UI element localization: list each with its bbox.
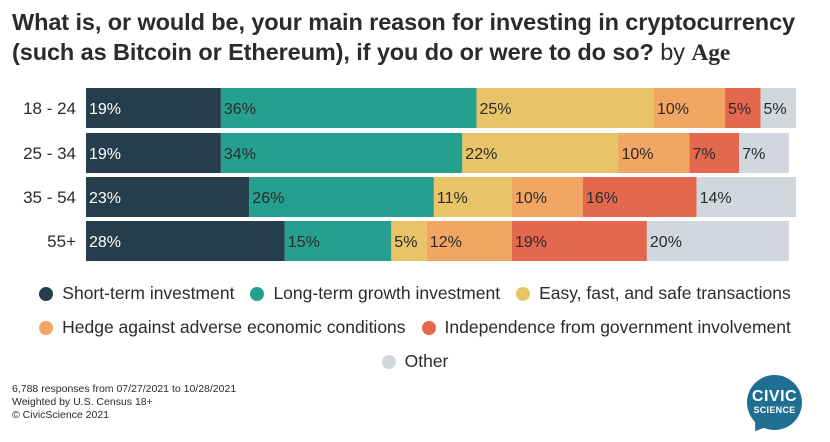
title-by: by — [660, 39, 685, 65]
footnote-copyright: © CivicScience 2021 — [12, 409, 110, 421]
civicscience-logo: CIVIC SCIENCE — [747, 375, 802, 436]
legend-label-long-term: Long-term growth investment — [273, 283, 501, 303]
data-label-0-2: 25% — [480, 101, 512, 118]
footnote: 6,788 responses from 07/27/2021 to 10/28… — [12, 383, 236, 422]
legend-label-short-term: Short-term investment — [62, 283, 235, 303]
bar-segment-1-1 — [220, 133, 463, 173]
bar-segment-3-3 — [426, 221, 512, 261]
data-label-0-0: 19% — [89, 101, 121, 118]
data-label-0-5: 5% — [764, 101, 787, 118]
bar-segment-2-2 — [433, 177, 512, 217]
category-label-1: 25 - 34 — [23, 144, 76, 163]
bar-segment-3-4 — [512, 221, 647, 261]
bar-segment-0-5 — [760, 88, 796, 128]
legend-item-long-term: Long-term growth investment — [250, 283, 500, 304]
logo-speech-tail — [749, 418, 767, 436]
bar-segment-2-4 — [583, 177, 697, 217]
legend-swatch-hedge — [39, 320, 54, 335]
legend-row-2: Hedge against adverse economic condition… — [0, 317, 830, 338]
category-label-2: 35 - 54 — [23, 188, 76, 207]
stacked-bar-chart: 18 - 24 19% 36% 25% 10% 5% 5% 25 - 34 19% 34% 22% 1… — [23, 88, 796, 261]
data-label-3-2: 5% — [394, 234, 417, 251]
data-label-0-1: 36% — [224, 101, 256, 118]
data-label-3-4: 19% — [515, 234, 547, 251]
legend-swatch-independence — [421, 320, 436, 335]
legend-row-3: Other — [0, 351, 830, 372]
legend-item-independence: Independence from government involvement — [421, 317, 791, 338]
data-label-0-4: 5% — [728, 101, 751, 118]
data-label-1-1: 34% — [224, 146, 256, 163]
data-label-1-5: 7% — [742, 146, 765, 163]
bar-segment-1-2 — [462, 133, 619, 173]
bar-segment-1-5 — [739, 133, 789, 173]
chart-title: What is, or would be, your main reason f… — [12, 7, 818, 68]
bar-segment-0-1 — [220, 88, 477, 128]
legend-item-easy-fast-safe: Easy, fast, and safe transactions — [516, 283, 791, 304]
bar-segment-3-5 — [646, 221, 789, 261]
legend-row-1: Short-term investment Long-term growth i… — [0, 283, 830, 304]
legend-swatch-long-term — [250, 286, 265, 301]
category-label-0: 18 - 24 — [23, 99, 76, 118]
legend-label-independence: Independence from government involvement — [444, 317, 791, 337]
legend-label-other: Other — [404, 351, 449, 371]
legend-swatch-short-term — [39, 286, 54, 301]
footnote-responses: 6,788 responses from 07/27/2021 to 10/28… — [12, 383, 237, 395]
footnote-weighting: Weighted by U.S. Census 18+ — [12, 396, 153, 408]
legend-label-hedge: Hedge against adverse economic condition… — [62, 317, 406, 337]
data-label-3-0: 28% — [89, 234, 121, 251]
bar-segment-3-1 — [284, 221, 392, 261]
bar-segment-2-5 — [696, 177, 796, 217]
data-label-3-1: 15% — [288, 234, 320, 251]
legend-label-easy-fast-safe: Easy, fast, and safe transactions — [539, 283, 791, 303]
bar-segment-3-0 — [86, 221, 285, 261]
title-main: What is, or would be, your main reason f… — [12, 9, 796, 65]
bar-segment-1-0 — [86, 133, 221, 173]
data-label-3-5: 20% — [650, 234, 682, 251]
legend-swatch-easy-fast-safe — [516, 286, 531, 301]
legend-item-hedge: Hedge against adverse economic condition… — [39, 317, 406, 338]
bar-segment-2-3 — [512, 177, 583, 217]
bar-segment-0-3 — [654, 88, 725, 128]
logo-text-civic: CIVIC — [751, 388, 798, 405]
data-label-0-3: 10% — [657, 101, 689, 118]
data-label-3-3: 12% — [430, 234, 462, 251]
bar-segment-3-2 — [391, 221, 427, 261]
data-label-1-3: 10% — [622, 146, 654, 163]
logo-text-science: SCIENCE — [753, 405, 796, 415]
bar-segment-1-4 — [689, 133, 740, 173]
data-label-2-2: 11% — [437, 190, 468, 207]
data-label-2-3: 10% — [515, 190, 547, 207]
data-label-2-0: 23% — [89, 190, 121, 207]
bar-segment-2-1 — [249, 177, 434, 217]
bar-segment-0-4 — [725, 88, 761, 128]
legend-item-other: Other — [381, 351, 449, 372]
data-label-2-5: 14% — [700, 190, 732, 207]
legend-swatch-other — [381, 354, 396, 369]
data-label-2-1: 26% — [252, 190, 284, 207]
bar-segment-2-0 — [86, 177, 250, 217]
data-label-1-2: 22% — [465, 146, 497, 163]
bar-segment-0-2 — [476, 88, 654, 128]
data-label-1-4: 7% — [693, 146, 716, 163]
bar-segment-0-0 — [86, 88, 221, 128]
legend-item-short-term: Short-term investment — [39, 283, 234, 304]
data-label-2-4: 16% — [586, 190, 618, 207]
data-label-1-0: 19% — [89, 146, 121, 163]
category-label-3: 55+ — [47, 232, 76, 251]
bar-segment-1-3 — [618, 133, 690, 173]
title-group: Age — [691, 40, 731, 66]
